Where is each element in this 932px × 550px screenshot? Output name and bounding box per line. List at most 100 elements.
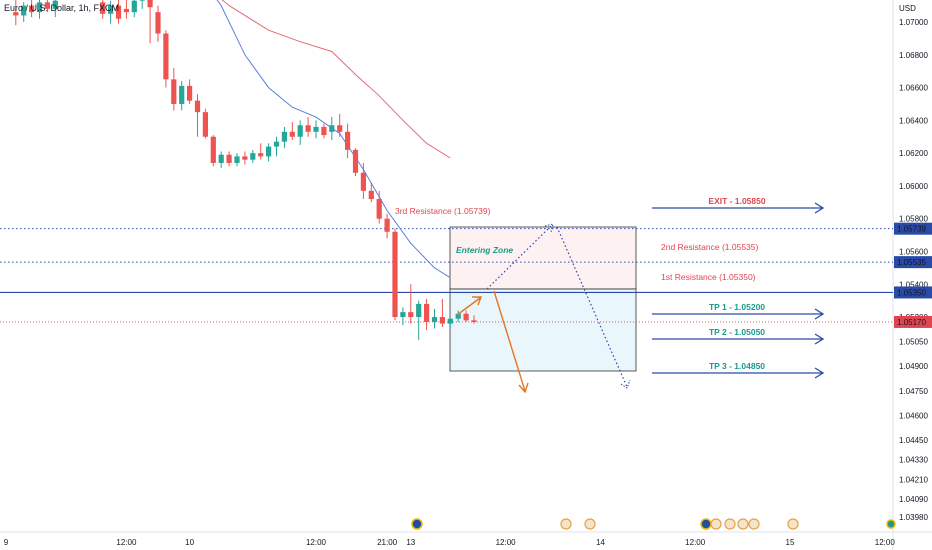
candle	[305, 117, 311, 137]
candle	[345, 123, 351, 159]
candle-body	[266, 146, 272, 157]
currency-label: USD	[899, 4, 916, 13]
price-scale[interactable]: 1.07000 1.06800 1.06600 1.06400 1.06200 1.060…	[899, 18, 928, 522]
candle-body	[226, 154, 232, 163]
price-tick-label: 1.05400	[899, 280, 928, 289]
candle-body	[115, 5, 122, 19]
candle-body	[36, 2, 43, 13]
price-level-tag-bg	[894, 315, 932, 328]
price-level-tag-bg	[894, 286, 932, 299]
candle	[108, 0, 114, 24]
candle	[463, 310, 469, 322]
us-flag-event-icon[interactable]	[560, 518, 572, 530]
target-arrows	[652, 202, 825, 379]
price-tick-label: 1.04600	[899, 411, 928, 420]
candle	[139, 0, 145, 9]
us-flag-event-icon[interactable]	[787, 518, 799, 530]
candle-body	[171, 79, 177, 104]
us-flag-event-icon[interactable]	[737, 518, 749, 530]
candle-body	[439, 317, 445, 324]
candle-body	[376, 199, 382, 219]
event-icon[interactable]	[411, 518, 423, 530]
exit-label: EXIT - 1.05850	[708, 196, 765, 206]
symbol-title[interactable]: Euro / U.S. Dollar, 1h, FXCM	[4, 3, 119, 13]
time-tick-label: 14	[596, 538, 605, 547]
candle	[337, 113, 343, 137]
candle-body	[100, 2, 106, 14]
candle-body	[368, 190, 374, 200]
time-tick-label: 12:00	[496, 538, 517, 547]
entering-zone-label: Entering Zone	[456, 245, 513, 255]
candle-body	[352, 149, 359, 173]
candle	[147, 0, 153, 44]
candle-body	[179, 85, 185, 104]
candle-body	[360, 172, 366, 191]
time-tick-label: 12:00	[875, 538, 896, 547]
candle-body	[194, 100, 201, 113]
event-icon[interactable]	[700, 518, 712, 530]
orange-up-arrowhead	[472, 296, 483, 306]
candle	[123, 0, 129, 19]
us-flag-event-icon[interactable]	[748, 518, 760, 530]
candle	[447, 317, 453, 329]
economic-events[interactable]	[411, 518, 896, 530]
candle	[36, 0, 43, 19]
price-level-tag: 1.05350	[894, 286, 932, 299]
price-tick-label: 1.04330	[899, 456, 928, 465]
candle-body	[163, 33, 169, 80]
candle-body	[44, 2, 50, 9]
price-tick-label: 1.06600	[899, 84, 928, 93]
us-flag-event-icon[interactable]	[584, 518, 596, 530]
candles	[13, 0, 477, 340]
candle-body	[424, 303, 430, 322]
price-level-tags: 1.05739 1.05535 1.05350 1.05170	[894, 222, 932, 328]
candle-body	[392, 231, 398, 318]
time-tick-label: 12:00	[306, 538, 327, 547]
time-tick-label: 12:00	[685, 538, 706, 547]
candle	[368, 182, 374, 203]
price-tick-label: 1.05050	[899, 338, 928, 347]
price-level-tag-text: 1.05170	[897, 318, 926, 327]
candle	[273, 136, 280, 157]
candle	[210, 135, 216, 167]
price-tick-label: 1.07000	[899, 18, 928, 27]
price-tick-label: 1.06000	[899, 182, 928, 191]
candle	[115, 0, 122, 24]
candle	[218, 151, 224, 168]
price-tick-label: 1.05800	[899, 215, 928, 224]
candle	[250, 149, 256, 163]
candle	[416, 300, 422, 340]
dotted-up-path	[486, 224, 553, 290]
candle	[352, 148, 359, 177]
time-scale[interactable]: 9 12:00 10 12:00 21:00 13 12:00 14 12:00 15 12:00	[4, 538, 896, 547]
candle-body	[218, 154, 224, 163]
tp1-arrowhead	[814, 308, 825, 320]
candle	[392, 228, 398, 321]
candle	[13, 0, 19, 26]
candle-body	[471, 320, 477, 322]
tp2-label: TP 2 - 1.05050	[709, 327, 765, 337]
price-tick-label: 1.04090	[899, 495, 928, 504]
price-level-tag: 1.05739	[894, 222, 932, 235]
event-icon[interactable]	[886, 519, 896, 529]
candle-body	[455, 313, 461, 319]
candle	[29, 0, 35, 18]
candle-body	[21, 5, 27, 16]
price-tick-label: 1.06200	[899, 149, 928, 158]
candle-body	[345, 131, 351, 150]
candle	[179, 81, 185, 111]
candle	[424, 299, 430, 331]
resistance-zone	[449, 226, 637, 290]
us-flag-event-icon[interactable]	[710, 518, 722, 530]
us-flag-event-icon[interactable]	[724, 518, 736, 530]
candle-body	[416, 303, 422, 318]
price-tick-label: 1.04210	[899, 475, 928, 484]
candle-body	[13, 12, 19, 16]
candle-body	[281, 131, 287, 142]
candle	[439, 299, 445, 327]
moving-average-line	[216, 0, 451, 279]
levels-layer	[0, 228, 893, 323]
resistance1-label: 1st Resistance (1.05350)	[661, 272, 756, 282]
candle	[297, 120, 303, 145]
